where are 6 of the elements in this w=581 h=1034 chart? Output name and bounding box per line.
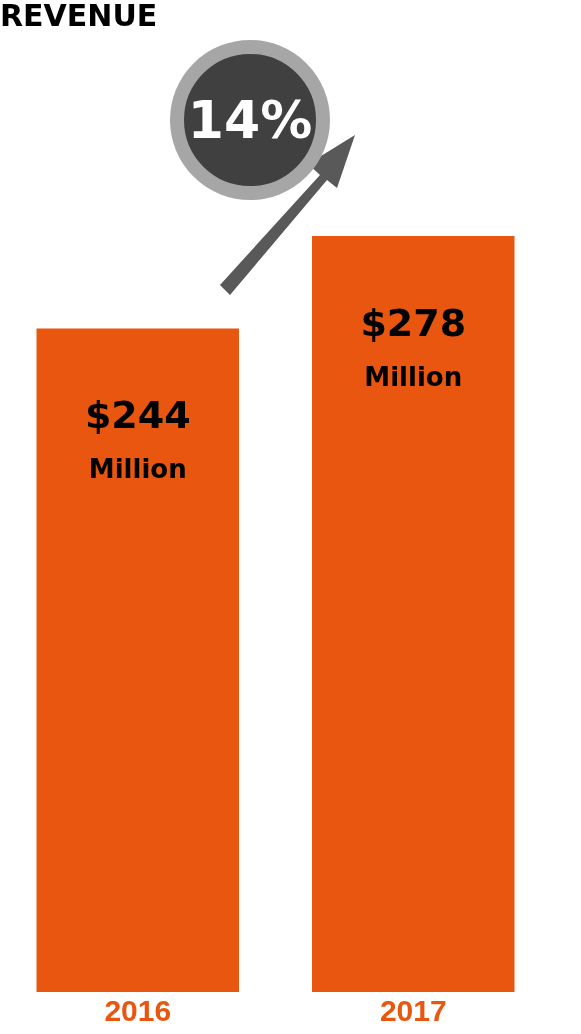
data-label: $244 Million bbox=[84, 393, 191, 485]
chart-title: REVENUE bbox=[0, 0, 158, 33]
x-tick-label: 2016 bbox=[104, 994, 172, 1028]
x-tick-label: 2017 bbox=[379, 994, 447, 1028]
data-label: $278 Million bbox=[360, 301, 467, 392]
circle-badge: 14% bbox=[170, 40, 330, 200]
